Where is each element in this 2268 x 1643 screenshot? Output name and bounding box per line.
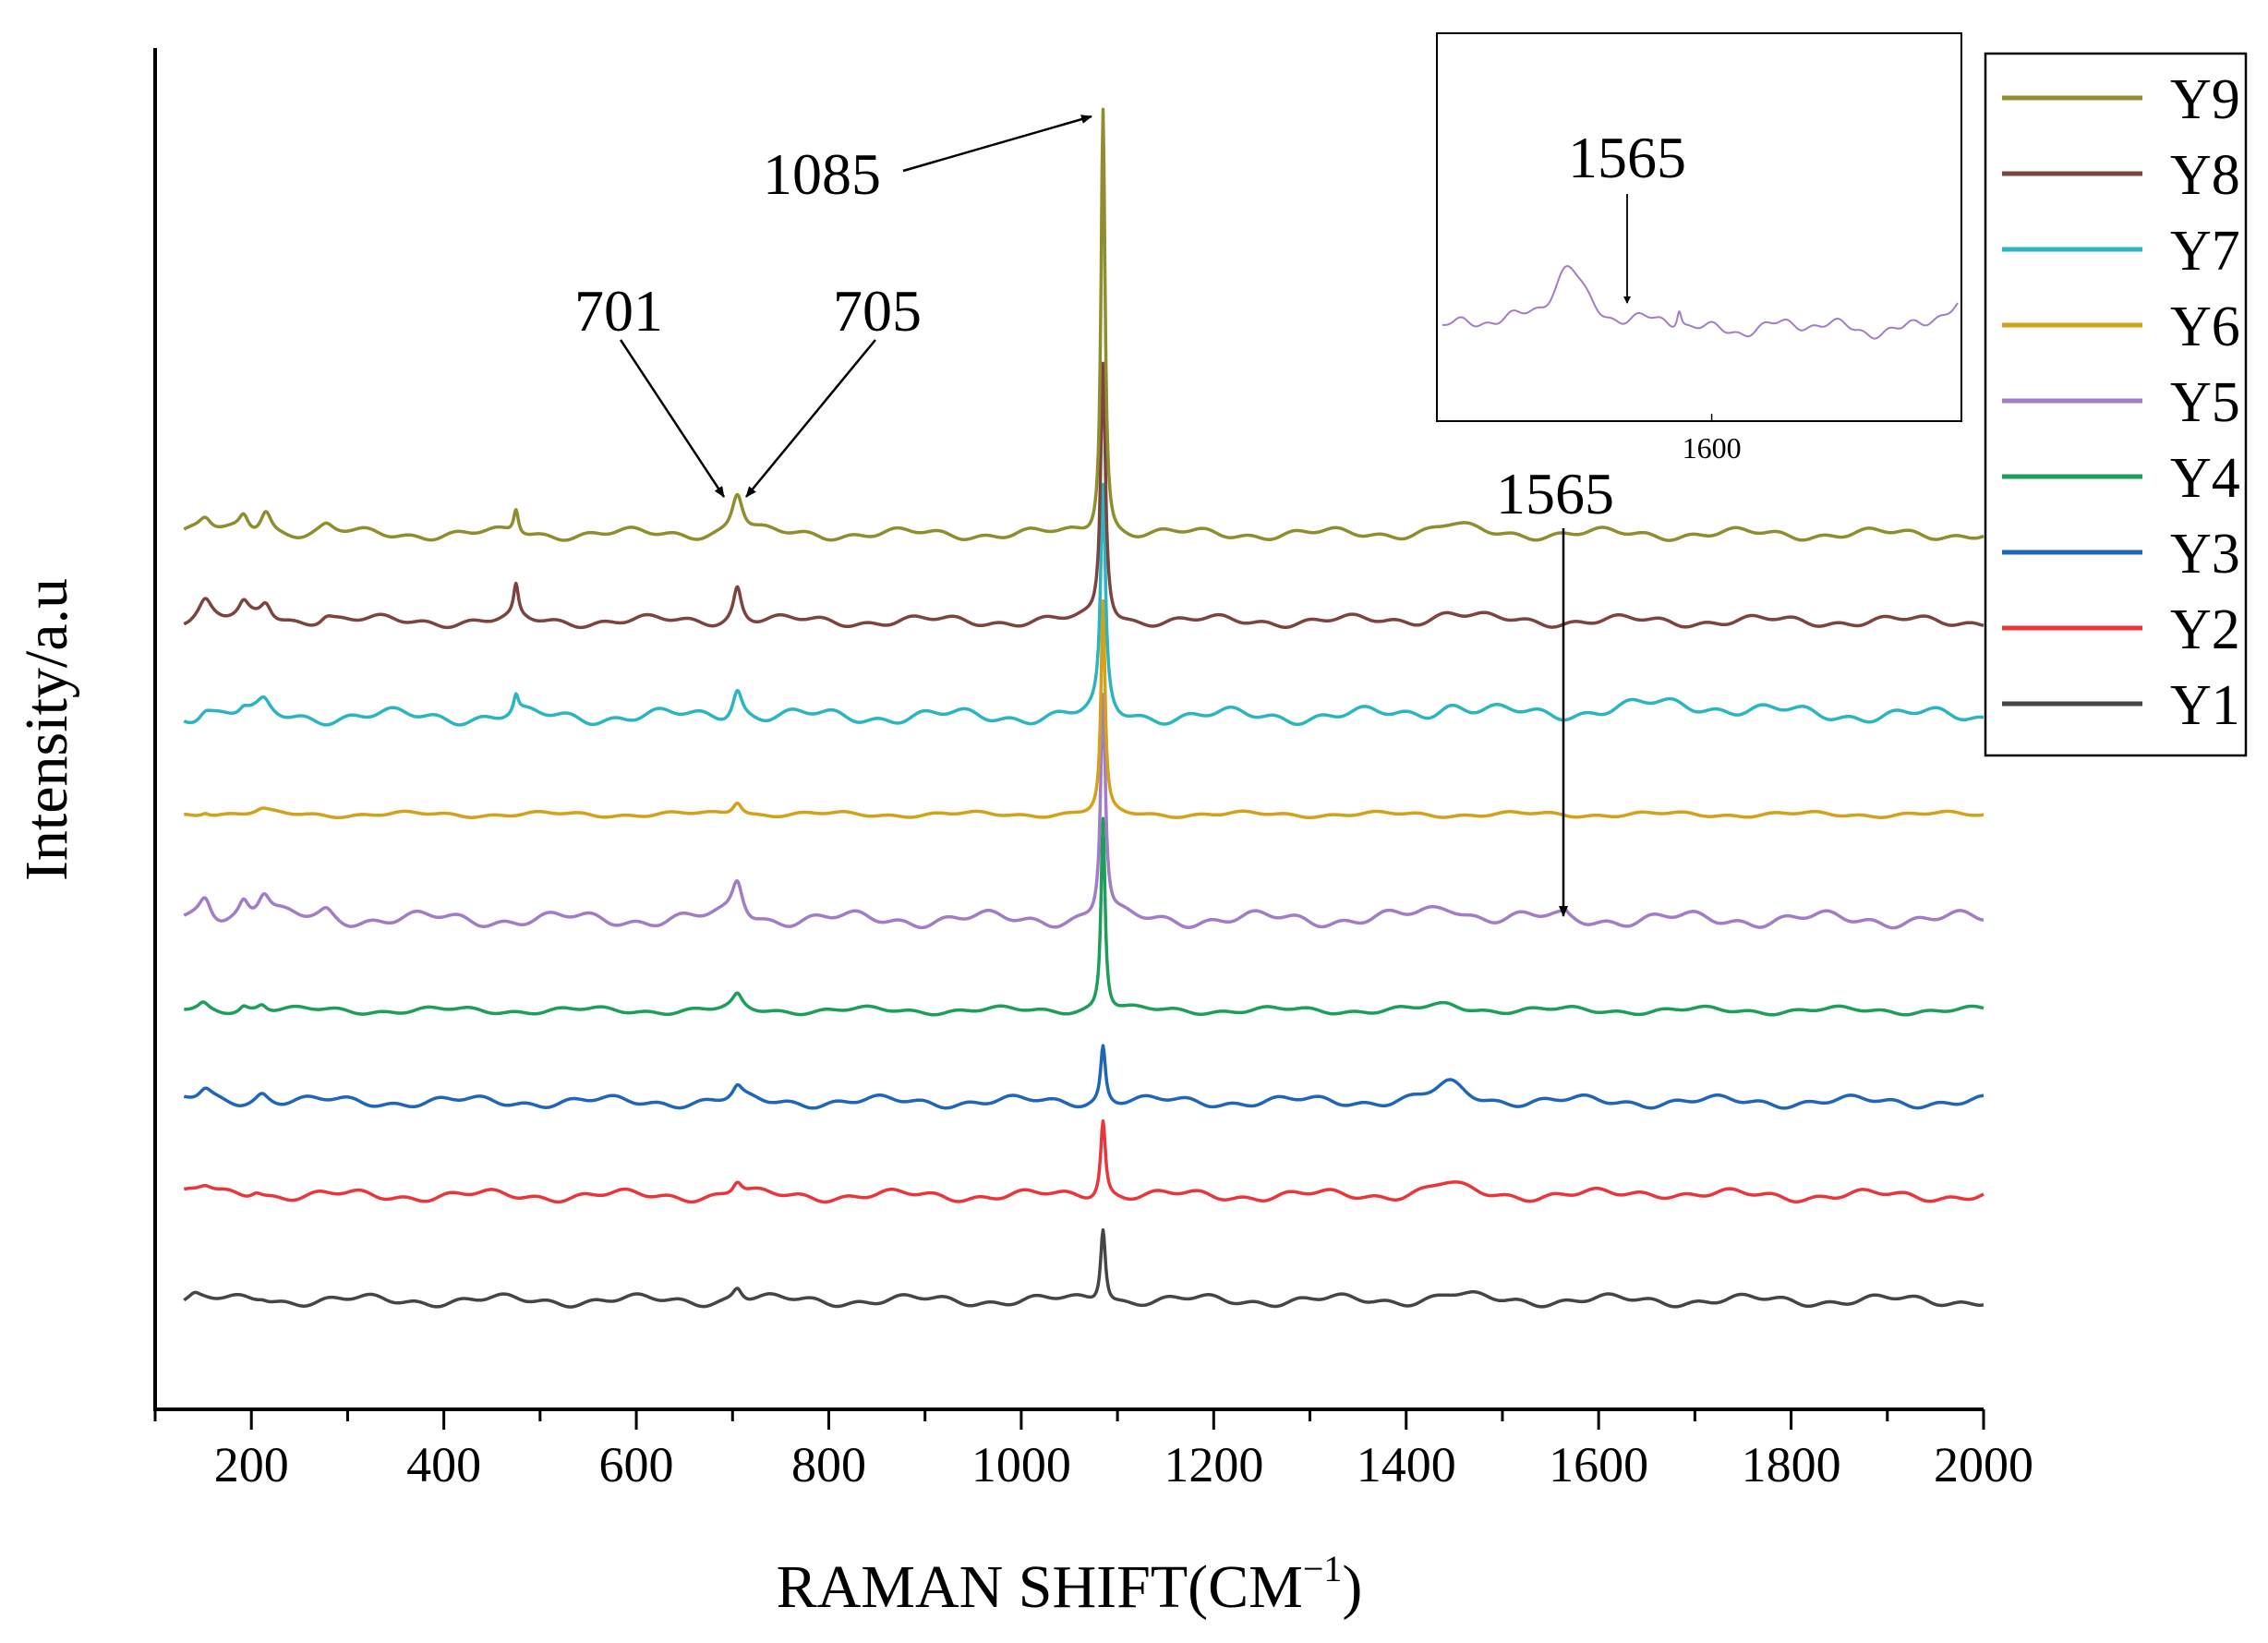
legend-label-y6: Y6 bbox=[2170, 296, 2240, 358]
inset-tick-label: 1600 bbox=[1683, 431, 1742, 465]
x-tick-label: 1000 bbox=[971, 1437, 1071, 1492]
axes bbox=[153, 48, 1984, 1411]
legend: Y9 Y8 Y7 Y6 Y5 Y4 Y3 Y2 Y1 bbox=[1984, 52, 2248, 757]
legend-label-y3: Y3 bbox=[2170, 523, 2240, 586]
series-y2 bbox=[183, 1118, 1984, 1204]
x-tick-label: 1200 bbox=[1164, 1437, 1263, 1492]
legend-label-y9: Y9 bbox=[2170, 68, 2240, 131]
series-y5 bbox=[183, 693, 1984, 930]
x-axis-title: RAMAN SHIFT(CM−1) bbox=[777, 1548, 1363, 1621]
annotation-1085: 1085 bbox=[763, 141, 881, 207]
y-axis-title: Intensity/a.u bbox=[13, 578, 80, 881]
x-tick-label: 800 bbox=[791, 1437, 866, 1492]
series-y9 bbox=[183, 107, 1984, 542]
series-y3 bbox=[183, 1044, 1984, 1110]
inset-ticks: 1600 bbox=[1683, 414, 1742, 465]
series-y6 bbox=[183, 598, 1984, 820]
x-tick-label: 1800 bbox=[1742, 1437, 1841, 1492]
series-y1 bbox=[183, 1227, 1984, 1309]
annotation-701-arrow bbox=[619, 339, 726, 498]
legend-label-y7: Y7 bbox=[2170, 220, 2240, 283]
series-y7 bbox=[183, 482, 1984, 727]
x-tick-label: 600 bbox=[599, 1437, 674, 1492]
annotation-701: 701 bbox=[574, 278, 663, 344]
x-tick-label: 1600 bbox=[1549, 1437, 1648, 1492]
x-ticks: 200 400 600 800 1000 1200 1400 1600 1800 2000 bbox=[153, 1409, 2033, 1492]
legend-label-y1: Y1 bbox=[2170, 674, 2240, 737]
x-tick-label: 200 bbox=[214, 1437, 289, 1492]
series-y8 bbox=[183, 361, 1984, 630]
legend-label-y4: Y4 bbox=[2170, 447, 2240, 510]
inset-panel: 1600 1565 bbox=[1436, 32, 1962, 465]
legend-label-y8: Y8 bbox=[2170, 144, 2240, 207]
x-tick-label: 400 bbox=[406, 1437, 481, 1492]
annotation-1565: 1565 bbox=[1496, 461, 1614, 526]
legend-items: Y9 Y8 Y7 Y6 Y5 Y4 Y3 Y2 Y1 bbox=[2002, 68, 2240, 737]
annotation-705-arrow bbox=[745, 339, 876, 498]
annotations: 1085 701 705 1565 bbox=[574, 115, 1614, 917]
legend-label-y5: Y5 bbox=[2170, 371, 2240, 434]
inset-annotation-1565: 1565 bbox=[1568, 125, 1686, 190]
x-tick-label: 1400 bbox=[1357, 1437, 1456, 1492]
annotation-1085-arrow bbox=[902, 115, 1092, 173]
legend-label-y2: Y2 bbox=[2170, 598, 2240, 661]
series-y4 bbox=[183, 816, 1984, 1017]
legend-frame bbox=[1984, 52, 2248, 757]
inset-series-y5 bbox=[1442, 265, 1959, 340]
x-tick-label: 2000 bbox=[1934, 1437, 2033, 1492]
annotation-705: 705 bbox=[833, 278, 922, 344]
inset-frame bbox=[1436, 32, 1962, 422]
series-layer bbox=[183, 107, 1984, 1309]
